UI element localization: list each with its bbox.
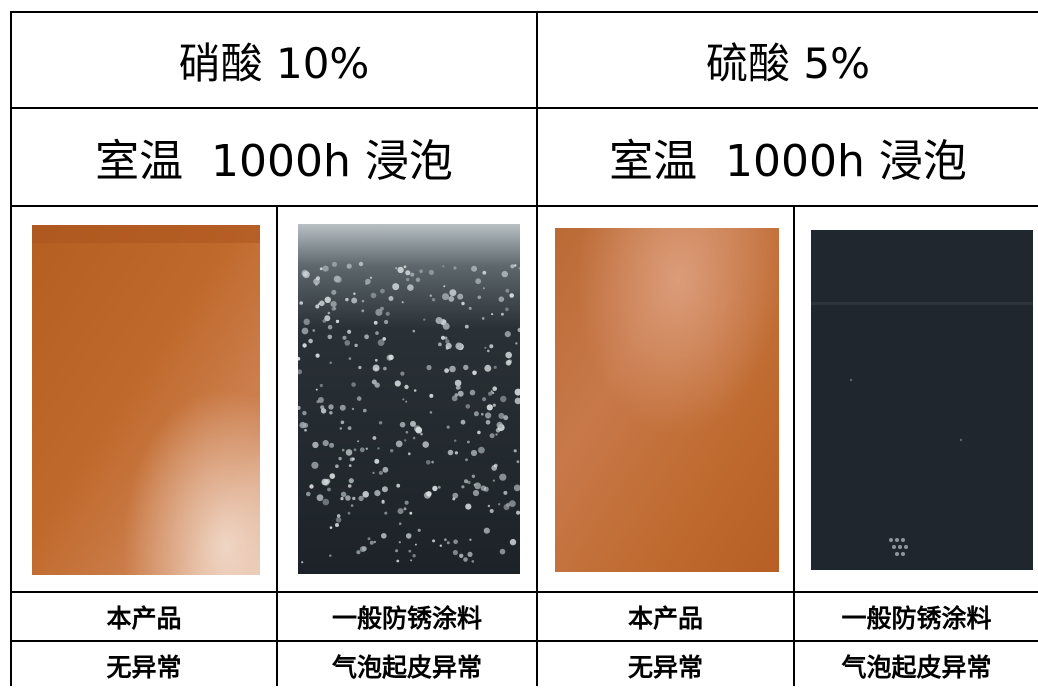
row-divider	[10, 205, 1038, 207]
column-divider	[536, 11, 538, 686]
acid-header-nitric: 硝酸 10%	[178, 38, 370, 88]
row-divider	[10, 107, 1038, 109]
test-result: 气泡起皮异常	[331, 653, 482, 682]
column-divider	[793, 205, 795, 686]
condition-label: 室温 1000h 浸泡	[95, 136, 453, 187]
black-panel-photo	[811, 230, 1033, 570]
row-divider	[10, 640, 1038, 642]
black-panel-blisters-photo	[298, 224, 520, 574]
sample-name: 一般防锈涂料	[331, 603, 482, 633]
copper-panel-photo	[555, 228, 779, 572]
sample-name: 本产品	[627, 603, 703, 633]
condition-label: 室温 1000h 浸泡	[609, 136, 967, 187]
sample-name: 一般防锈涂料	[841, 603, 992, 633]
acid-header-sulfuric: 硫酸 5%	[706, 38, 870, 88]
copper-panel-photo	[32, 225, 260, 575]
table-border-left	[10, 11, 12, 686]
test-result: 气泡起皮异常	[841, 653, 992, 682]
column-divider	[276, 205, 278, 686]
row-divider	[10, 591, 1038, 593]
table-border-top	[10, 11, 1038, 13]
sample-name: 本产品	[106, 603, 182, 633]
test-result: 无异常	[106, 653, 182, 682]
test-result: 无异常	[627, 653, 703, 682]
